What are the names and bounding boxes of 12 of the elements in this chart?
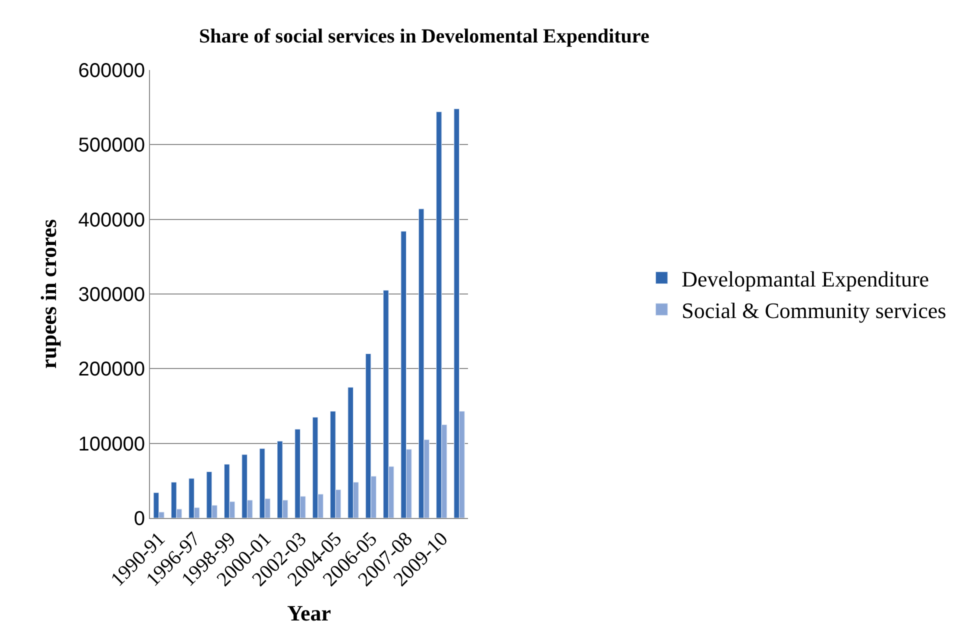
legend-label: Social & Community services [682, 298, 946, 323]
y-tick-label: 500000 [78, 134, 145, 157]
y-tick-label: 300000 [78, 284, 145, 306]
y-tick-label: 200000 [78, 358, 145, 381]
y-axis-title: rupees in crores [36, 218, 62, 369]
chart-title: Share of social services in Develomental Expenditure [198, 25, 650, 48]
y-tick-label: 600000 [78, 60, 145, 82]
y-tick-label: 0 [134, 508, 145, 530]
y-tick-label: 400000 [78, 209, 145, 232]
y-tick-label: 100000 [78, 433, 145, 456]
legend-label: Developmantal Expenditure [682, 266, 930, 292]
x-axis-title: Year [287, 600, 332, 626]
